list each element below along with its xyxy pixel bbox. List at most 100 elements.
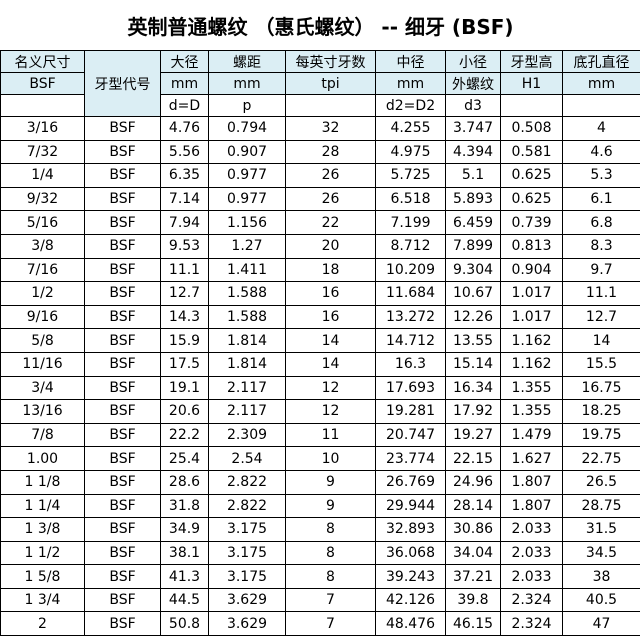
table-cell: 1.814 — [208, 351, 286, 377]
table-cell: 23.774 — [375, 446, 446, 471]
table-cell: 2.309 — [208, 422, 286, 448]
table-cell: 14 — [285, 328, 376, 353]
table-cell: 22.15 — [445, 446, 501, 471]
table-row: 5/16 BSF 7.94 1.156 22 7.199 6.459 0.739 6.8 — [0, 210, 640, 235]
table-cell: 28.75 — [561, 493, 640, 519]
table-cell: 17.92 — [445, 399, 501, 424]
table-cell: 26 — [285, 163, 376, 188]
table-cell: BSF — [84, 517, 161, 542]
table-row: 1 5/8 BSF 41.3 3.175 8 39.243 37.21 2.033 38 — [0, 564, 640, 589]
table-cell: 0.977 — [208, 186, 286, 212]
table-cell: 3.629 — [208, 611, 286, 637]
header-cell: BSF — [0, 72, 85, 95]
header-cell: H1 — [500, 72, 563, 95]
table-cell: 0.813 — [500, 233, 563, 259]
table-cell: 2.117 — [208, 399, 286, 424]
table-cell: 16.3 — [375, 351, 446, 377]
table-cell: 5/8 — [0, 328, 85, 353]
table-cell: 7/8 — [0, 422, 85, 448]
table-cell: 3.747 — [445, 116, 501, 141]
table-cell: BSF — [84, 163, 161, 188]
table-cell: BSF — [84, 233, 161, 259]
table-cell: 24.96 — [445, 469, 501, 495]
table-cell: 5.893 — [445, 186, 501, 212]
header-cell: mm — [208, 72, 286, 95]
table-cell: 9 — [285, 493, 376, 519]
table-cell: 18 — [285, 257, 376, 283]
table-cell: 47 — [561, 611, 640, 637]
table-cell: 11.684 — [375, 281, 446, 306]
header-cell: d2=D2 — [375, 94, 446, 117]
table-cell: 8 — [285, 564, 376, 589]
header-cell: mm — [561, 72, 640, 95]
table-cell: 5.56 — [160, 139, 209, 165]
table-cell: BSF — [84, 186, 161, 212]
table-cell: 5.725 — [375, 163, 446, 188]
table-cell: 26.5 — [561, 469, 640, 495]
table-cell: 13.55 — [445, 328, 501, 353]
table-cell: 20 — [285, 233, 376, 259]
table-cell: 1 3/8 — [0, 517, 85, 542]
table-cell: 41.3 — [160, 564, 209, 589]
table-cell: 14.712 — [375, 328, 446, 353]
table-row: 3/16 BSF 4.76 0.794 32 4.255 3.747 0.508 4 — [0, 116, 640, 141]
table-cell: 8.3 — [561, 233, 640, 259]
table-cell: 0.739 — [500, 210, 563, 235]
header-cell: mm — [160, 72, 209, 95]
table-cell: BSF — [84, 281, 161, 306]
table-cell: 31.5 — [561, 517, 640, 542]
table-cell: 7.199 — [375, 210, 446, 235]
table-cell: 39.243 — [375, 564, 446, 589]
table-cell: 8 — [285, 540, 376, 566]
table-cell: 5/16 — [0, 210, 85, 235]
table-cell: 2.117 — [208, 375, 286, 401]
table-cell: 25.4 — [160, 446, 209, 471]
table-row: 9/16 BSF 14.3 1.588 16 13.272 12.26 1.017 12.7 — [0, 304, 640, 330]
table-cell: 7.94 — [160, 210, 209, 235]
table-cell: 11.1 — [160, 257, 209, 283]
table-cell: 7 — [285, 587, 376, 613]
table-cell: 22 — [285, 210, 376, 235]
header-cell: 牙型高 — [500, 50, 563, 73]
table-cell: 17.693 — [375, 375, 446, 401]
table-cell: 16 — [285, 281, 376, 306]
table-cell: 1.27 — [208, 233, 286, 259]
table-row: 7/32 BSF 5.56 0.907 28 4.975 4.394 0.581 4.6 — [0, 139, 640, 165]
table-cell: 1.627 — [500, 446, 563, 471]
table-cell: 2.033 — [500, 540, 563, 566]
table-cell: 7/16 — [0, 257, 85, 283]
table-cell: 32.893 — [375, 517, 446, 542]
table-cell: 38.1 — [160, 540, 209, 566]
table-cell: 3.629 — [208, 587, 286, 613]
table-cell: 6.35 — [160, 163, 209, 188]
table-cell: 19.281 — [375, 399, 446, 424]
table-cell: BSF — [84, 564, 161, 589]
table-cell: 0.904 — [500, 257, 563, 283]
table-cell: BSF — [84, 351, 161, 377]
table-cell: 3.175 — [208, 517, 286, 542]
table-cell: 0.625 — [500, 163, 563, 188]
table-cell: 1 5/8 — [0, 564, 85, 589]
table-cell: 6.518 — [375, 186, 446, 212]
table-cell: 1.807 — [500, 469, 563, 495]
table-cell: 14 — [561, 328, 640, 353]
header-cell: 小径 — [445, 50, 501, 73]
table-cell: 12 — [285, 399, 376, 424]
table-cell: 1.411 — [208, 257, 286, 283]
table-cell: 3/4 — [0, 375, 85, 401]
table-cell: BSF — [84, 587, 161, 613]
table-cell: 7/32 — [0, 139, 85, 165]
table-cell: 9.304 — [445, 257, 501, 283]
table-cell: 12.26 — [445, 304, 501, 330]
table-cell: BSF — [84, 446, 161, 471]
table-cell: 1.355 — [500, 399, 563, 424]
table-cell: 42.126 — [375, 587, 446, 613]
table-cell: 1.807 — [500, 493, 563, 519]
table-cell: 12 — [285, 375, 376, 401]
table-cell: 36.068 — [375, 540, 446, 566]
table-cell: 16 — [285, 304, 376, 330]
table-row: 1 1/8 BSF 28.6 2.822 9 26.769 24.96 1.807 26.5 — [0, 469, 640, 495]
table-cell: 22.2 — [160, 422, 209, 448]
